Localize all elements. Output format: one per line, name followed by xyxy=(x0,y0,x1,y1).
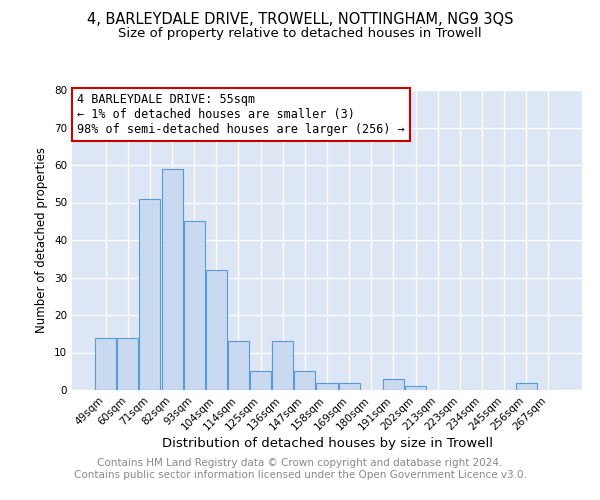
Bar xyxy=(383,379,404,390)
Bar xyxy=(139,198,160,390)
Bar xyxy=(95,338,116,390)
Bar xyxy=(206,270,227,390)
Text: Size of property relative to detached houses in Trowell: Size of property relative to detached ho… xyxy=(118,28,482,40)
Text: 4 BARLEYDALE DRIVE: 55sqm
← 1% of detached houses are smaller (3)
98% of semi-de: 4 BARLEYDALE DRIVE: 55sqm ← 1% of detach… xyxy=(77,93,405,136)
Bar xyxy=(272,341,293,390)
Bar xyxy=(316,382,338,390)
Bar xyxy=(250,371,271,390)
Y-axis label: Number of detached properties: Number of detached properties xyxy=(35,147,49,333)
Bar xyxy=(295,371,316,390)
X-axis label: Distribution of detached houses by size in Trowell: Distribution of detached houses by size … xyxy=(161,438,493,450)
Bar xyxy=(515,382,536,390)
Bar xyxy=(118,338,139,390)
Text: 4, BARLEYDALE DRIVE, TROWELL, NOTTINGHAM, NG9 3QS: 4, BARLEYDALE DRIVE, TROWELL, NOTTINGHAM… xyxy=(87,12,513,28)
Text: Contains HM Land Registry data © Crown copyright and database right 2024.
Contai: Contains HM Land Registry data © Crown c… xyxy=(74,458,526,480)
Bar xyxy=(161,169,182,390)
Bar xyxy=(228,341,249,390)
Bar xyxy=(184,221,205,390)
Bar xyxy=(338,382,359,390)
Bar xyxy=(405,386,426,390)
